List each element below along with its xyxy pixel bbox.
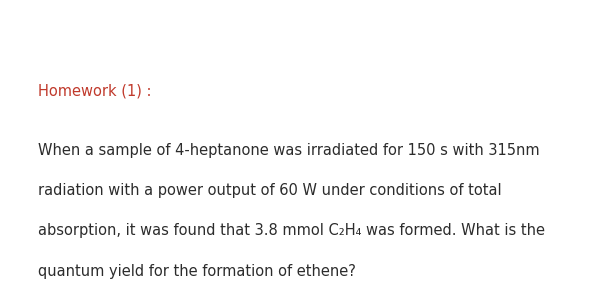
Text: absorption, it was found that 3.8 mmol C₂H₄ was formed. What is the: absorption, it was found that 3.8 mmol C… [38, 224, 545, 238]
Text: Homework (1) :: Homework (1) : [38, 84, 152, 99]
Text: When a sample of 4-heptanone was irradiated for 150 s with 315nm: When a sample of 4-heptanone was irradia… [38, 142, 540, 158]
Text: radiation with a power output of 60 W under conditions of total: radiation with a power output of 60 W un… [38, 183, 502, 198]
Text: quantum yield for the formation of ethene?: quantum yield for the formation of ethen… [38, 264, 356, 279]
